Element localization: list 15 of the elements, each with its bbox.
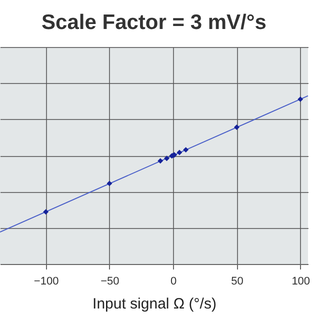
point [106, 180, 112, 186]
x-tick-label: −50 [100, 276, 120, 288]
x-axis-title: Input signal Ω (°/s) [92, 296, 216, 312]
point [234, 124, 240, 130]
x-tick-label: 100 [292, 276, 310, 288]
point [43, 209, 49, 215]
x-tick-label: 50 [231, 276, 244, 288]
chart-title: Scale Factor = 3 mV/°s [42, 11, 266, 34]
point [183, 147, 189, 153]
point [164, 156, 170, 162]
point [158, 158, 164, 164]
point [298, 96, 304, 102]
x-tick-label: 0 [170, 276, 177, 288]
x-tick-label: −100 [34, 276, 59, 288]
point [176, 150, 182, 156]
